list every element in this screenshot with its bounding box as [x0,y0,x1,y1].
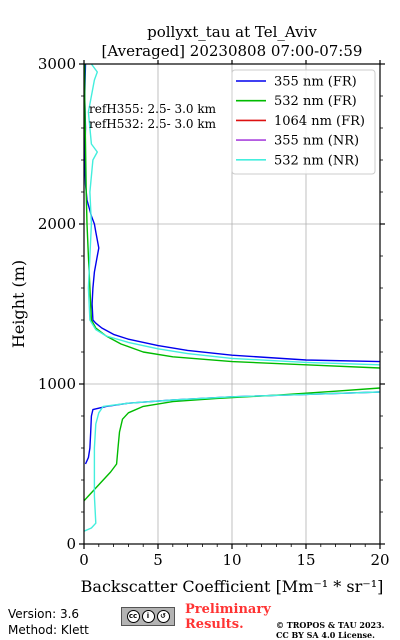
annotation-refh532: refH532: 2.5- 3.0 km [89,117,217,131]
y-tick-label: 3000 [38,55,76,73]
x-axis-label: Backscatter Coefficient [Mm⁻¹ * sr⁻¹] [81,577,384,596]
legend-label: 355 nm (FR) [274,75,357,90]
axis-ticks: 0 5 10 15 20 0 1000 2000 3000 [38,55,390,569]
legend-label: 1064 nm (FR) [274,114,365,129]
preliminary-line2: Results. [185,617,244,632]
chart-title-line1: pollyxt_tau at Tel_Aviv [147,23,317,41]
copyright-line2: CC BY SA 4.0 License. [276,630,375,640]
cc-icon: cc [126,610,140,623]
x-tick-label: 10 [222,551,241,569]
chart-title-line2: [Averaged] 20230808 07:00-07:59 [102,42,363,60]
legend-box [231,69,376,175]
annotation-refh355: refH355: 2.5- 3.0 km [89,102,217,116]
copyright-notice: © TROPOS & TAU 2023. CC BY SA 4.0 Licens… [276,620,384,640]
legend-label: 532 nm (FR) [274,94,357,109]
method-text: Method: Klett [8,623,89,637]
legend-label: 355 nm (NR) [274,134,359,149]
x-tick-label: 5 [153,551,163,569]
version-text: Version: 3.6 [8,607,80,621]
series-layer [83,63,381,532]
sa-icon: ↺ [156,610,170,623]
legend: 355 nm (FR) 532 nm (FR) 1064 nm (FR) 355 nm… [231,69,376,175]
footer-info: Version: 3.6 Method: Klett [8,606,89,638]
copyright-line1: © TROPOS & TAU 2023. [276,620,385,630]
y-tick-label: 1000 [38,375,76,393]
by-icon: i [141,610,155,623]
legend-label: 532 nm (NR) [274,153,359,168]
y-tick-label: 0 [66,535,76,553]
preliminary-notice: Preliminary Results. [185,602,271,632]
cc-license-badge: cc i ↺ [121,607,175,626]
x-tick-label: 15 [296,551,315,569]
y-tick-label: 2000 [38,215,76,233]
x-tick-label: 0 [79,551,89,569]
preliminary-line1: Preliminary [185,602,271,617]
series-line [84,64,381,369]
x-tick-label: 20 [370,551,389,569]
y-axis-label: Height (m) [9,260,28,348]
series-line [83,391,381,532]
series-line [87,63,381,366]
